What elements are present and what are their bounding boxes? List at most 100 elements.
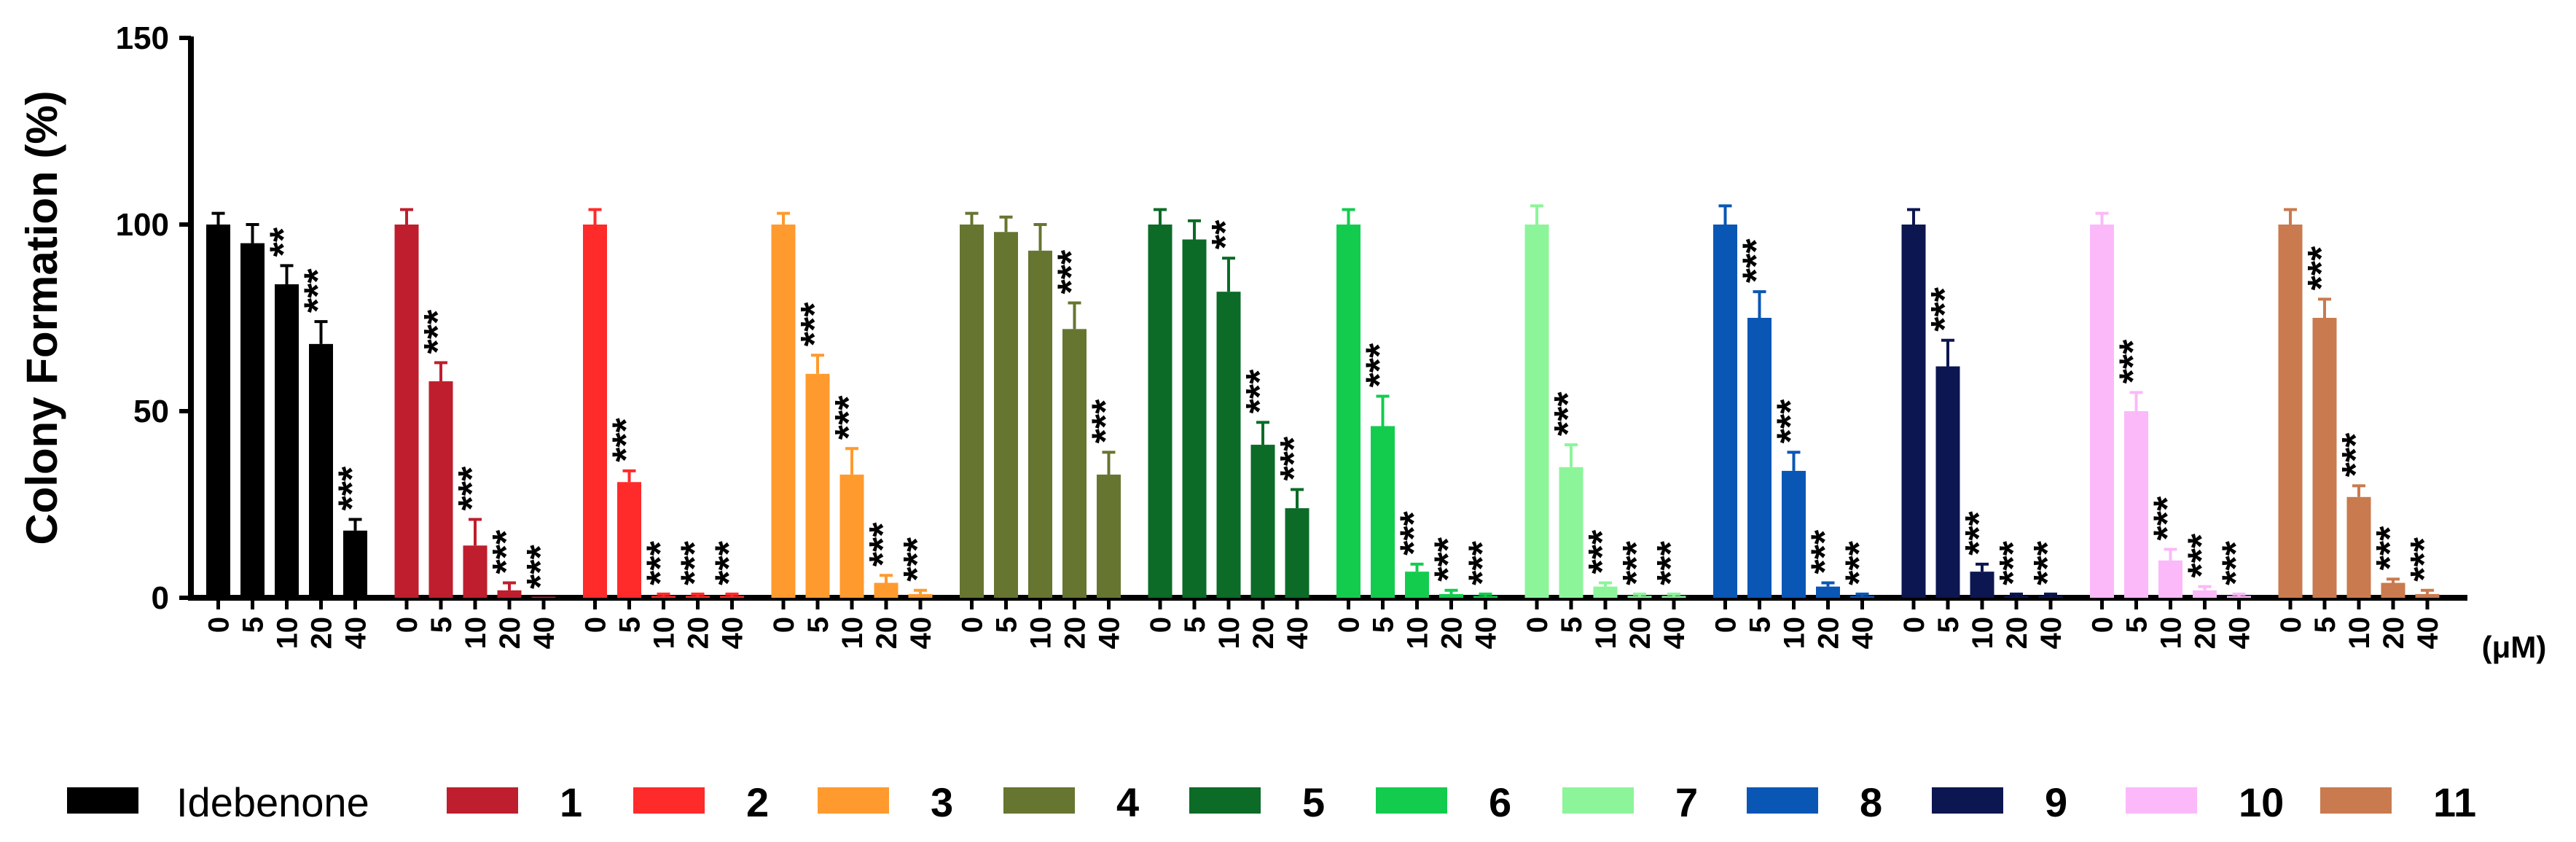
x-tick-label: 40 <box>340 617 372 650</box>
legend-label: 9 <box>2045 779 2067 825</box>
x-tick-label: 20 <box>2001 617 2033 650</box>
x-tick-label: 20 <box>494 617 526 650</box>
significance-label: *** <box>1051 249 1093 294</box>
bar <box>1524 225 1549 598</box>
x-tick-label: 10 <box>272 617 304 650</box>
significance-label: *** <box>520 545 562 589</box>
significance-label: *** <box>1273 436 1315 480</box>
x-tick-label: 10 <box>1025 617 1057 650</box>
x-tick-label: 5 <box>991 617 1023 633</box>
x-tick-label: 5 <box>1556 617 1588 633</box>
x-tick-label: 10 <box>1779 617 1811 650</box>
x-tick-label: 0 <box>391 617 423 633</box>
bar <box>2312 318 2337 598</box>
bar <box>309 343 333 598</box>
bar <box>1182 239 1207 598</box>
significance-label: *** <box>2301 246 2343 290</box>
x-tick-label: 20 <box>1813 617 1845 650</box>
x-tick-label: 20 <box>871 617 903 650</box>
bar <box>1935 366 1960 598</box>
x-tick-label: 40 <box>2035 617 2067 650</box>
bar <box>1148 225 1172 598</box>
significance-label: *** <box>1085 399 1127 443</box>
significance-label: *** <box>1924 286 1966 331</box>
significance-label: ** <box>263 227 305 257</box>
significance-label: ** <box>1205 219 1247 249</box>
bar <box>275 284 299 598</box>
legend-label: 6 <box>1489 779 1511 825</box>
bar <box>2278 225 2303 598</box>
significance-label: *** <box>896 537 939 581</box>
x-tick-label: 0 <box>2087 617 2119 633</box>
x-tick-label: 40 <box>1659 617 1691 650</box>
legend-label: 5 <box>1302 779 1325 825</box>
significance-label: *** <box>1992 540 2035 585</box>
significance-label: *** <box>828 395 870 440</box>
significance-label: *** <box>708 540 751 585</box>
significance-label: *** <box>1958 510 2000 555</box>
bar <box>994 232 1018 598</box>
significance-label: *** <box>2403 537 2446 581</box>
legend-swatch <box>1003 787 1075 814</box>
significance-label: *** <box>485 529 528 574</box>
bar <box>805 373 830 598</box>
significance-label: *** <box>1616 540 1658 585</box>
bar <box>531 596 556 598</box>
x-tick-label: 40 <box>528 617 560 650</box>
x-tick-label: 0 <box>1145 617 1177 633</box>
y-tick-label: 50 <box>133 394 169 429</box>
x-tick-label: 0 <box>768 617 800 633</box>
legend-swatch <box>1562 787 1634 814</box>
bar <box>1371 426 1395 598</box>
significance-label: *** <box>2181 533 2223 577</box>
x-tick-label: 40 <box>717 617 749 650</box>
significance-label: *** <box>2215 540 2258 585</box>
significance-label: *** <box>297 268 340 313</box>
legend-label: Idebenone <box>176 779 369 825</box>
significance-label: *** <box>674 540 716 585</box>
bar <box>2193 590 2217 598</box>
bar <box>1901 225 1926 598</box>
y-tick-label: 150 <box>116 20 169 56</box>
bar <box>1285 508 1309 598</box>
x-tick-label: 5 <box>1368 617 1400 633</box>
bar <box>2381 582 2405 598</box>
x-tick-label: 5 <box>238 617 270 633</box>
x-tick-label: 10 <box>2344 617 2376 650</box>
legend-swatch <box>1932 787 2003 814</box>
bar <box>428 381 453 598</box>
bar <box>1473 596 1498 598</box>
y-ticks: 0 50 100 150 <box>116 20 191 616</box>
legend-label: 1 <box>560 779 582 825</box>
significance-label: *** <box>2369 526 2411 570</box>
significance-label: *** <box>1581 529 1624 574</box>
bar <box>686 596 710 598</box>
x-tick-label: 20 <box>1624 617 1656 650</box>
bar <box>1062 329 1087 598</box>
x-tick-label: 20 <box>306 617 338 650</box>
bar <box>1028 250 1052 598</box>
legend-label: 10 <box>2239 779 2284 825</box>
bar <box>720 596 744 598</box>
bar <box>839 475 864 598</box>
bar <box>617 482 641 598</box>
significance-label: *** <box>417 309 459 354</box>
x-tick-label: 0 <box>957 617 989 633</box>
bar <box>343 530 367 598</box>
legend-swatch <box>2126 787 2197 814</box>
x-tick-label: 5 <box>1745 617 1777 633</box>
bar <box>1970 572 1994 598</box>
significance-label: *** <box>1462 540 1504 585</box>
significance-label: *** <box>1839 540 1881 585</box>
significance-label: *** <box>1547 391 1589 436</box>
x-tick-label: 40 <box>2412 617 2444 650</box>
bar <box>583 225 607 598</box>
significance-label: *** <box>1428 537 1470 581</box>
x-tick-label: 40 <box>905 617 937 650</box>
bar <box>1097 475 1121 598</box>
bar <box>1439 593 1463 598</box>
legend-swatch <box>818 787 889 814</box>
legend-label: 4 <box>1116 779 1139 825</box>
x-tick-label: 40 <box>1094 617 1126 650</box>
bar <box>240 243 265 598</box>
